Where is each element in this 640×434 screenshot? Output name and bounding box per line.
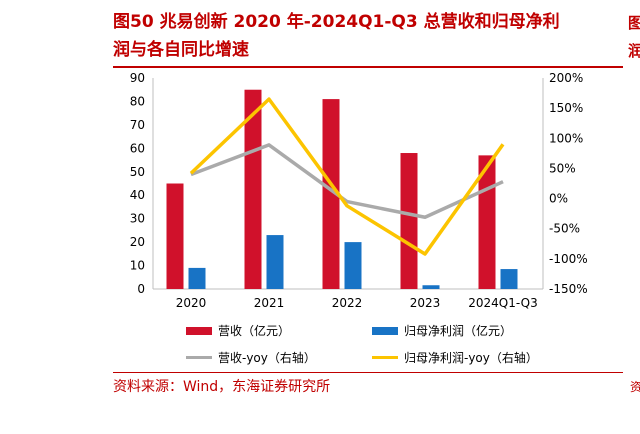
legend-swatch-profit	[372, 326, 398, 335]
y-tick-label-left: 10	[130, 259, 145, 273]
revenue-bar	[166, 183, 184, 289]
y-tick-label-left: 40	[130, 188, 145, 202]
y-tick-label-left: 70	[130, 118, 145, 132]
y-tick-label-left: 60	[130, 141, 145, 155]
legend-item-revenue-yoy: 营收-yoy（右轴）	[186, 349, 316, 366]
legend-item-profit-yoy: 归母净利润-yoy（右轴）	[372, 349, 538, 366]
legend-swatch-revenue-yoy	[186, 356, 212, 359]
source-rule	[113, 372, 623, 373]
revenue-bar	[322, 99, 340, 289]
x-tick-label: 2020	[176, 296, 207, 310]
y-tick-label-right: 50%	[549, 161, 576, 175]
legend-item-revenue: 营收（亿元）	[186, 322, 290, 339]
y-tick-label-left: 80	[130, 94, 145, 108]
y-tick-label-right: -150%	[549, 282, 588, 296]
source-note: 资料来源：Wind，东海证券研究所	[113, 379, 331, 395]
x-tick-label: 2024Q1-Q3	[468, 296, 537, 310]
legend-label-revenue: 营收（亿元）	[218, 324, 291, 338]
y-tick-label-right: 0%	[549, 192, 568, 206]
legend-swatch-revenue	[186, 326, 212, 335]
y-tick-label-left: 90	[130, 71, 145, 85]
edge-glyph-middle: 润	[628, 42, 640, 60]
y-tick-label-right: 150%	[549, 101, 583, 115]
legend-label-profit: 归母净利润（亿元）	[404, 324, 513, 338]
combo-chart: 0 10 20 30 40 50 60 70 80 90 200% 150% 100% 50% 0% -50%…	[130, 71, 588, 310]
y-tick-label-right: -50%	[549, 222, 580, 236]
y-tick-label-right: 200%	[549, 71, 583, 85]
revenue-bar	[244, 89, 262, 289]
profit-yoy-line	[189, 97, 505, 256]
chart-title: 图50 兆易创新 2020 年-2024Q1-Q3 总营收和归母净利 润与各自同…	[113, 8, 623, 64]
title-rule	[113, 66, 623, 68]
y-tick-label-left: 30	[130, 212, 145, 226]
legend-label-profit-yoy: 归母净利润-yoy（右轴）	[404, 351, 538, 365]
edge-glyph-bottom: 资	[630, 380, 640, 394]
y-tick-label-left: 50	[130, 165, 145, 179]
y-tick-label-right: 100%	[549, 131, 583, 145]
x-tick-label: 2022	[332, 296, 363, 310]
chart-title-line-2: 润与各自同比增速	[113, 40, 249, 60]
profit-bar	[500, 269, 518, 289]
legend-item-profit: 归母净利润（亿元）	[372, 322, 512, 339]
chart-title-line-1: 图50 兆易创新 2020 年-2024Q1-Q3 总营收和归母净利	[113, 12, 560, 32]
edge-glyph-top: 图	[628, 14, 640, 32]
revenue-bar	[400, 153, 418, 289]
y-tick-label-right: -100%	[549, 252, 588, 266]
legend-label-revenue-yoy: 营收-yoy（右轴）	[218, 351, 316, 365]
legend-swatch-profit-yoy	[372, 356, 398, 359]
y-tick-label-left: 0	[137, 282, 145, 296]
y-tick-label-left: 20	[130, 235, 145, 249]
profit-bar	[266, 235, 284, 289]
x-tick-label: 2023	[410, 296, 441, 310]
profit-bar	[422, 285, 440, 289]
profit-bar	[344, 242, 362, 289]
x-tick-label: 2021	[254, 296, 285, 310]
profit-bar	[188, 267, 206, 289]
revenue-yoy-line	[190, 143, 504, 220]
